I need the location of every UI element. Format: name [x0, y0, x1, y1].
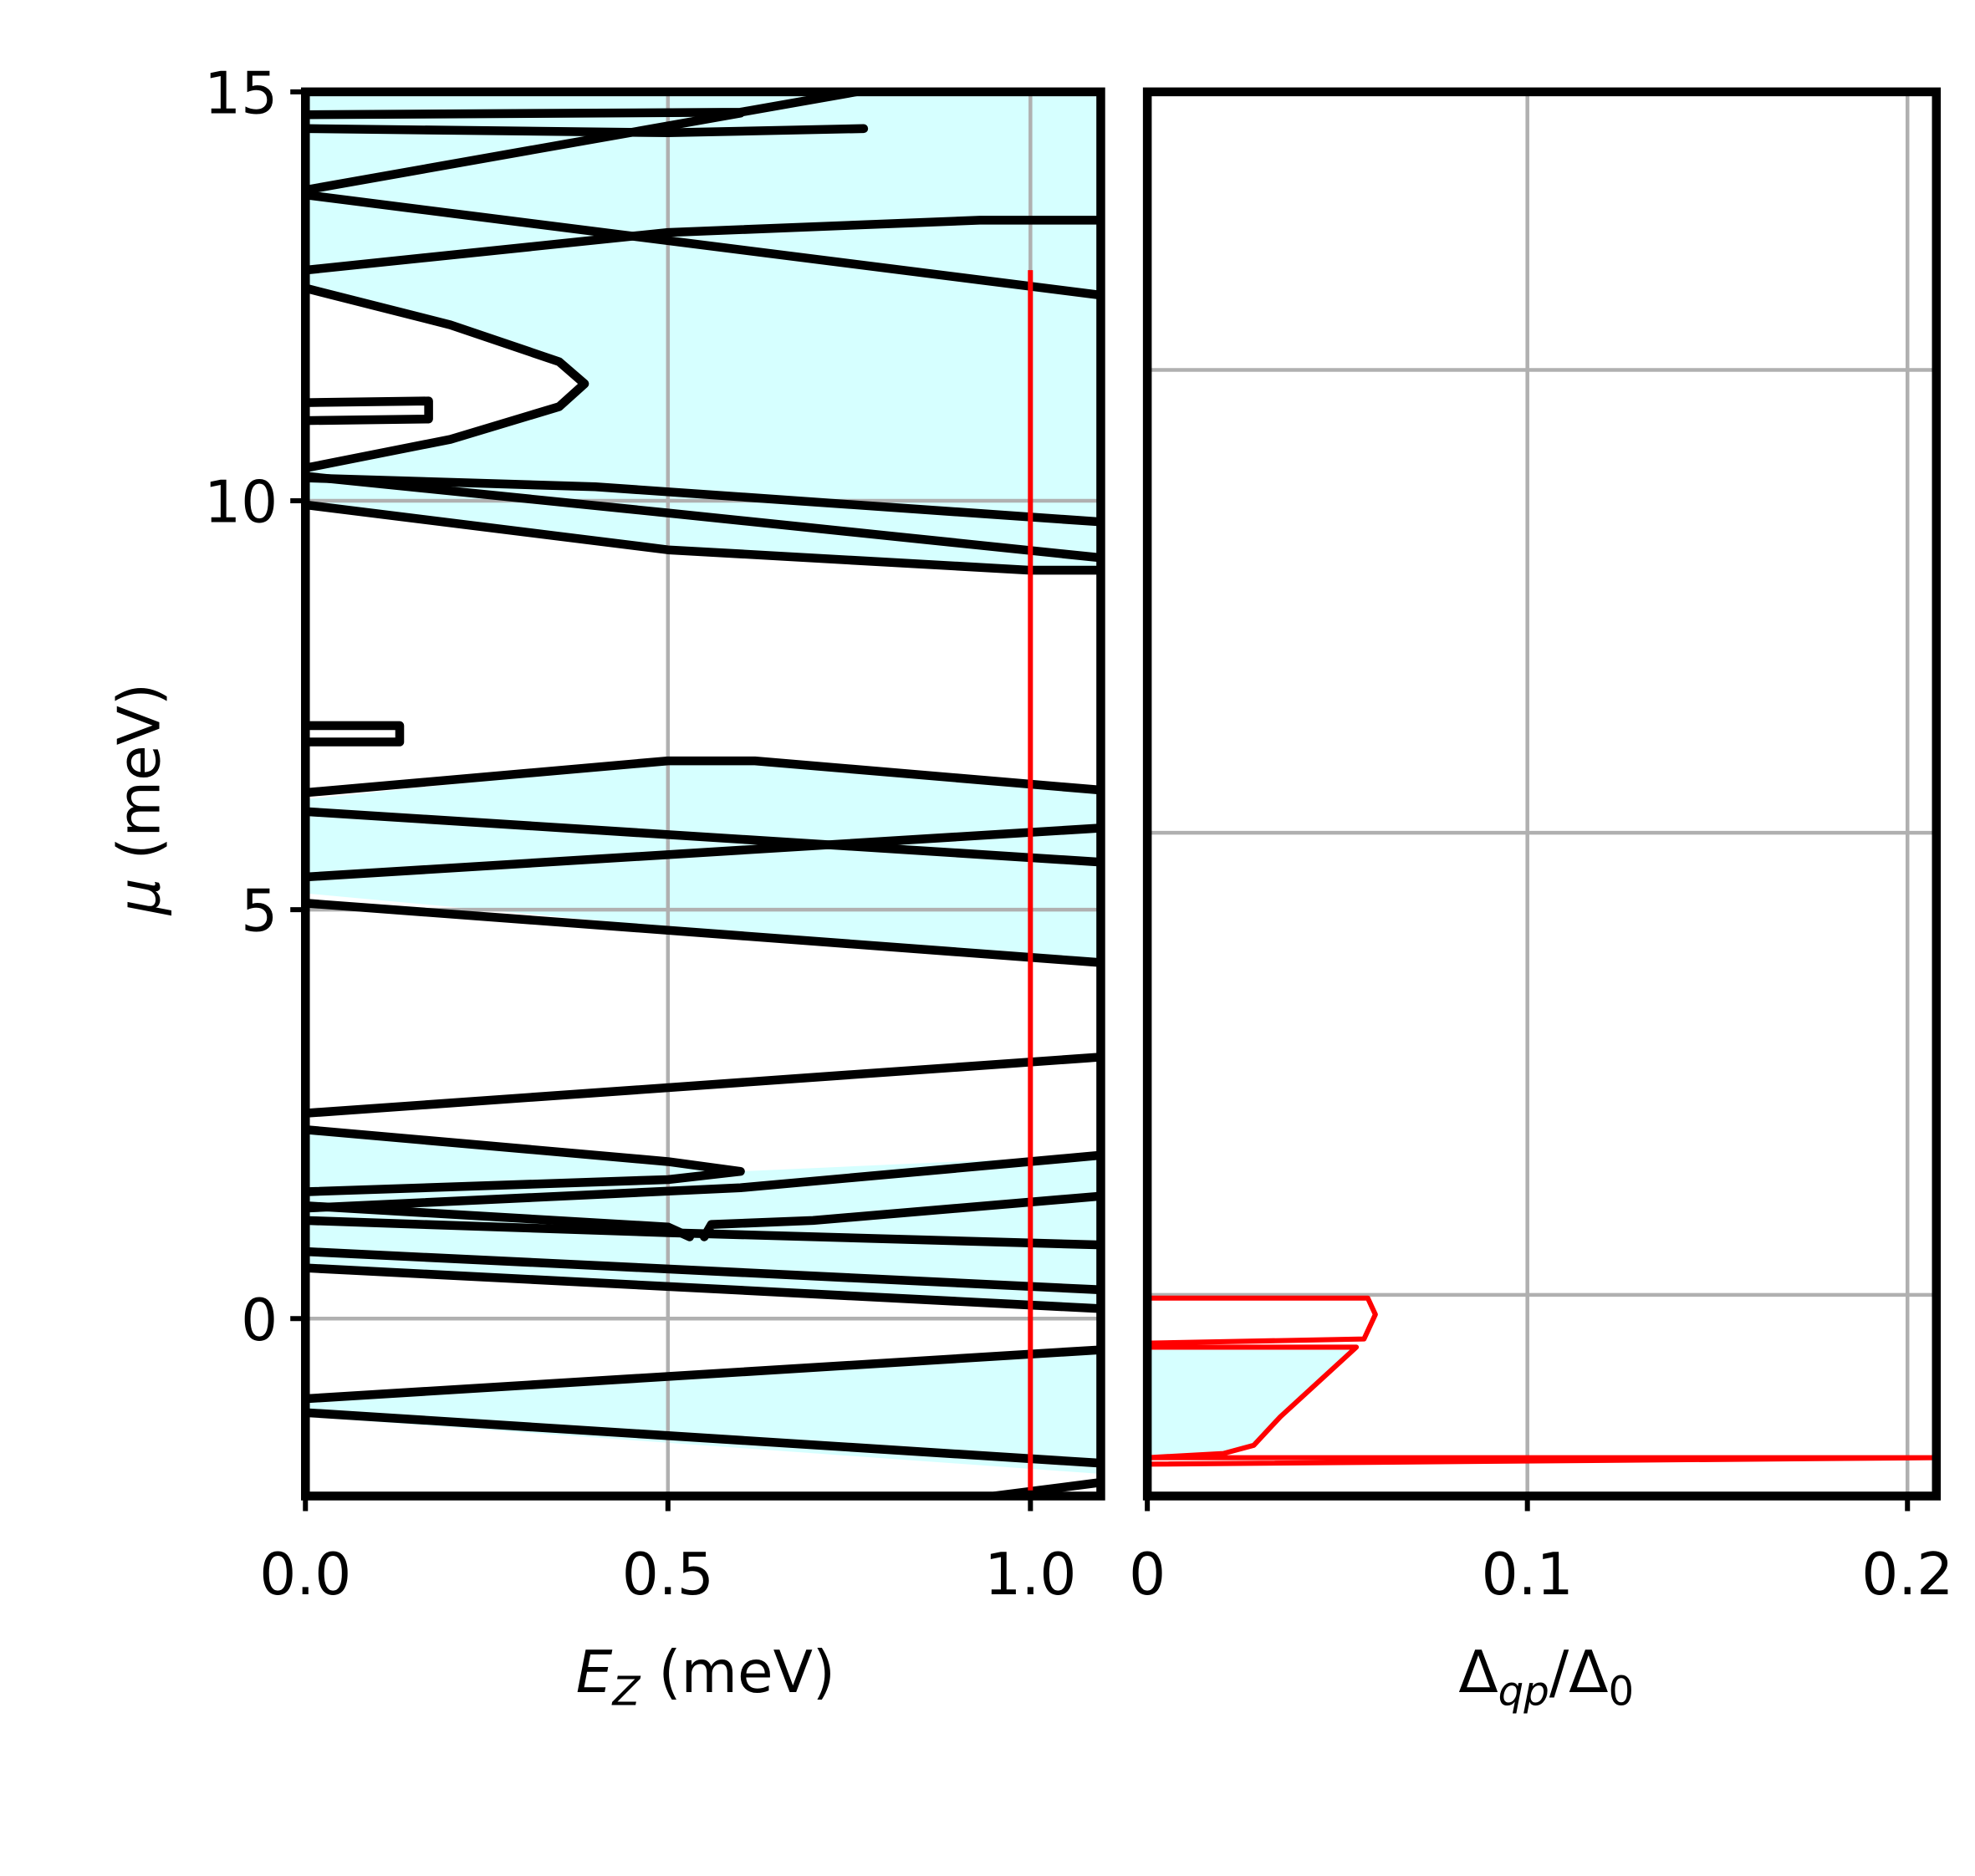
phase-region — [1147, 1347, 1357, 1458]
phase-boundary — [305, 216, 1101, 275]
y-tick-label: 5 — [241, 879, 278, 946]
phase-boundary — [305, 1216, 1101, 1250]
phase-boundary — [305, 1345, 1101, 1404]
phase-boundary — [305, 721, 405, 747]
x-tick-label: 0.1 — [1482, 1542, 1574, 1608]
x-axis-label: Δqp/Δ0 — [1458, 1639, 1634, 1715]
y-tick-label: 10 — [204, 470, 278, 537]
x-tick-label: 1.0 — [984, 1542, 1076, 1608]
phase-boundary — [305, 472, 1101, 563]
y-axis-label: μ (meV) — [107, 683, 174, 915]
axes-frame — [301, 87, 1105, 1501]
phase-boundary — [305, 899, 1101, 967]
series-line — [1147, 1295, 1378, 1346]
series-line — [1147, 1344, 1937, 1467]
axes-frame — [1142, 87, 1942, 1501]
phase-boundary — [305, 124, 869, 138]
phase-boundary — [305, 1246, 1101, 1295]
x-tick-label: 0.2 — [1861, 1542, 1953, 1608]
phase-boundary — [305, 473, 1101, 527]
phase-boundary — [305, 756, 1101, 798]
phase-boundary — [305, 807, 1101, 867]
x-axis-label: EZ (meV) — [576, 1639, 835, 1715]
x-tick-label: 0.5 — [622, 1542, 714, 1608]
phase-boundary — [305, 283, 589, 473]
phase-boundary — [305, 1408, 1101, 1468]
phase-boundary — [305, 500, 1101, 575]
y-tick-label: 15 — [204, 60, 278, 127]
phase-boundary — [305, 190, 1101, 300]
phase-boundary — [305, 396, 433, 426]
x-tick-label: 0.0 — [259, 1542, 351, 1608]
phase-boundary — [305, 1263, 1101, 1313]
phase-boundary — [305, 823, 1101, 882]
phase-boundary — [305, 109, 745, 195]
phase-region — [305, 762, 1101, 967]
phase-boundary — [305, 1053, 1101, 1118]
phase-region — [305, 1351, 1101, 1474]
x-tick-label: 0 — [1129, 1542, 1166, 1608]
y-tick-label: 0 — [241, 1287, 278, 1354]
phase-region — [305, 91, 1101, 574]
phase-boundary — [305, 1124, 745, 1196]
phase-boundary — [305, 1150, 1101, 1213]
